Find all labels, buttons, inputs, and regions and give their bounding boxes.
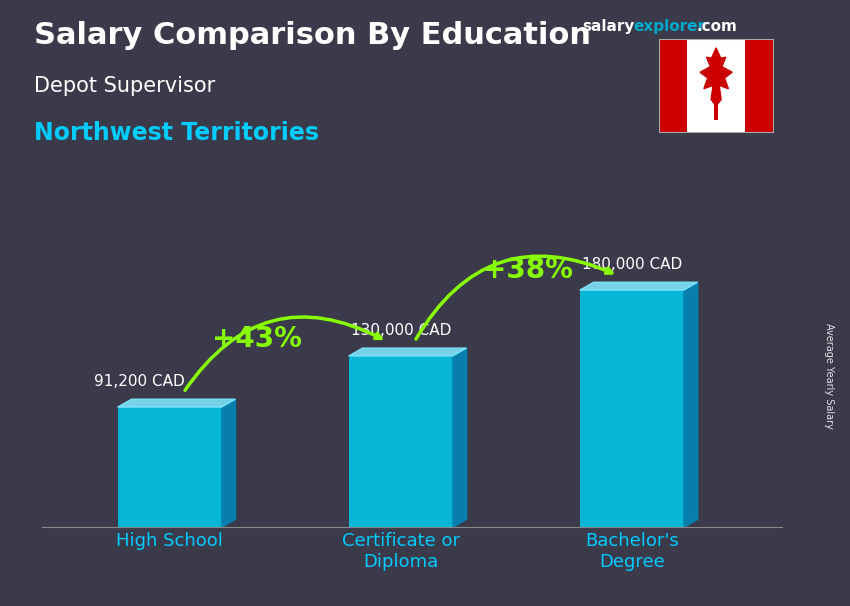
- Polygon shape: [700, 48, 732, 106]
- Text: Average Yearly Salary: Average Yearly Salary: [824, 323, 834, 428]
- Text: .com: .com: [697, 19, 738, 35]
- Text: salary: salary: [582, 19, 635, 35]
- Polygon shape: [348, 348, 467, 356]
- Text: 91,200 CAD: 91,200 CAD: [94, 374, 185, 388]
- Text: explorer: explorer: [633, 19, 706, 35]
- Text: 180,000 CAD: 180,000 CAD: [581, 257, 682, 271]
- Bar: [714, 104, 718, 120]
- Polygon shape: [453, 348, 467, 527]
- Polygon shape: [580, 282, 698, 290]
- Text: Salary Comparison By Education: Salary Comparison By Education: [34, 21, 591, 50]
- Bar: [348, 356, 453, 527]
- Text: Northwest Territories: Northwest Territories: [34, 121, 319, 145]
- Text: Depot Supervisor: Depot Supervisor: [34, 76, 215, 96]
- Bar: [580, 290, 683, 527]
- Bar: [688, 39, 745, 133]
- Bar: [745, 39, 774, 133]
- Bar: [117, 407, 222, 527]
- Text: 130,000 CAD: 130,000 CAD: [350, 322, 450, 338]
- Polygon shape: [222, 399, 235, 527]
- Text: +43%: +43%: [212, 325, 303, 353]
- Text: +38%: +38%: [483, 256, 573, 284]
- Polygon shape: [117, 399, 235, 407]
- Bar: [659, 39, 688, 133]
- Polygon shape: [683, 282, 698, 527]
